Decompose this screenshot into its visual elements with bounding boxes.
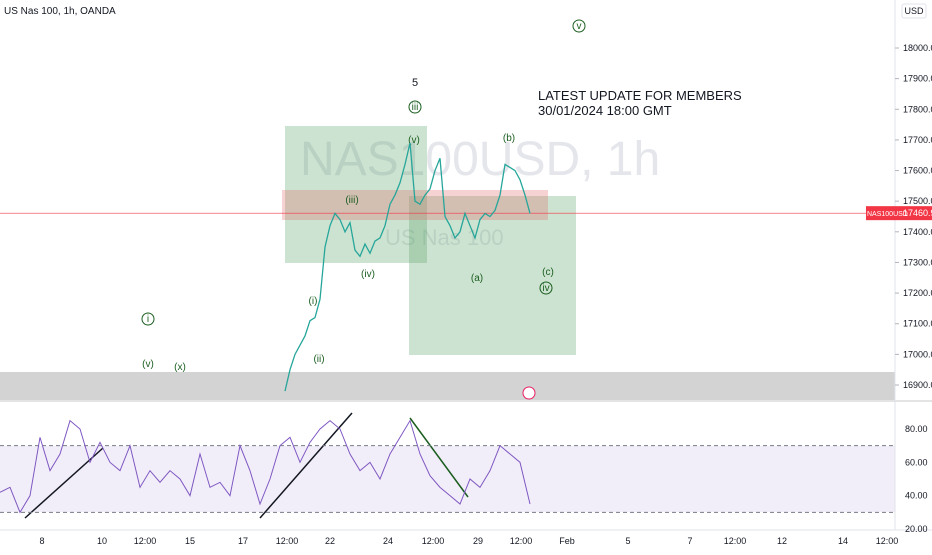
- price-line: [284, 142, 531, 392]
- wave-circle: [572, 19, 586, 33]
- wave-circle: [539, 281, 553, 295]
- wave-circle: [141, 312, 155, 326]
- y-tick-label: 17500.0: [903, 196, 932, 206]
- y-tick-label: 17200.0: [903, 288, 932, 298]
- y-tick-label: 17700.0: [903, 135, 932, 145]
- y-tick-label: 18000.0: [903, 43, 932, 53]
- x-tick-label: 24: [383, 536, 393, 546]
- x-tick-label: 8: [39, 536, 44, 546]
- wave-label: (iv): [361, 269, 375, 280]
- currency-box: [901, 3, 927, 19]
- x-tick-label: 12:00: [134, 536, 157, 546]
- last-price: 17460.9: [903, 208, 932, 218]
- x-tick-label: 5: [625, 536, 630, 546]
- y-tick-label: 17900.0: [903, 74, 932, 84]
- x-tick-label: 12:00: [276, 536, 299, 546]
- wave-label: v: [577, 21, 582, 32]
- x-tick-label: 17: [238, 536, 248, 546]
- y-tick-label: 16900.0: [903, 380, 932, 390]
- rsi-tick-label: 60.00: [905, 457, 928, 467]
- wave-label: (ii): [313, 354, 324, 365]
- y-tick-label: 17100.0: [903, 319, 932, 329]
- wave-label: (x): [174, 362, 186, 373]
- last-price-tag: [866, 206, 932, 221]
- y-tick-label: 17400.0: [903, 227, 932, 237]
- x-tick-label: 7: [687, 536, 692, 546]
- x-tick-label: 12: [777, 536, 787, 546]
- y-tick-label: 17800.0: [903, 104, 932, 114]
- wave-label: (i): [309, 296, 318, 307]
- wave-label: (v): [142, 359, 154, 370]
- wave-label: (v): [408, 135, 420, 146]
- x-tick-label: 14: [838, 536, 848, 546]
- zone-box: [409, 196, 576, 355]
- rsi-tick-label: 80.00: [905, 424, 928, 434]
- y-tick-label: 17300.0: [903, 257, 932, 267]
- trend-line: [259, 412, 353, 519]
- y-tick-label: 17600.0: [903, 166, 932, 176]
- zone-box: [285, 126, 427, 263]
- wave-label: (b): [503, 133, 515, 144]
- wave-label: iii: [412, 102, 419, 113]
- x-tick-label: 10: [97, 536, 107, 546]
- event-icon[interactable]: [522, 386, 536, 400]
- x-tick-label: 12:00: [876, 536, 899, 546]
- wave-label: (a): [471, 273, 483, 284]
- x-tick-label: 22: [325, 536, 335, 546]
- x-tick-label: Feb: [559, 536, 575, 546]
- wave-label: iv: [542, 283, 549, 294]
- rsi-tick-label: 40.00: [905, 491, 928, 501]
- x-tick-label: 15: [185, 536, 195, 546]
- x-tick-label: 12:00: [510, 536, 533, 546]
- x-tick-label: 12:00: [422, 536, 445, 546]
- support-band: [0, 372, 895, 400]
- last-symbol: NAS100USD: [867, 211, 908, 218]
- x-tick-label: 12:00: [724, 536, 747, 546]
- watermark-name: US Nas 100: [385, 225, 504, 250]
- wave-circle: [408, 100, 422, 114]
- rsi-tick-label: 20.00: [905, 524, 928, 534]
- wave-label: 5: [412, 77, 418, 89]
- symbol-title: US Nas 100, 1h, OANDA: [4, 6, 116, 17]
- currency: USD: [904, 6, 924, 16]
- wave-label: (c): [542, 267, 554, 278]
- y-tick-label: 17000.0: [903, 349, 932, 359]
- note-line: LATEST UPDATE FOR MEMBERS: [538, 88, 742, 103]
- note-line: 30/01/2024 18:00 GMT: [538, 103, 672, 118]
- trend-line: [24, 447, 104, 519]
- wave-label: (iii): [345, 195, 358, 206]
- rsi-band-fill: [0, 446, 895, 512]
- x-tick-label: 29: [473, 536, 483, 546]
- watermark-symbol: NAS100USD, 1h: [300, 133, 660, 186]
- trend-line: [409, 417, 469, 498]
- wave-label: i: [147, 314, 149, 325]
- rsi-line: [0, 419, 531, 514]
